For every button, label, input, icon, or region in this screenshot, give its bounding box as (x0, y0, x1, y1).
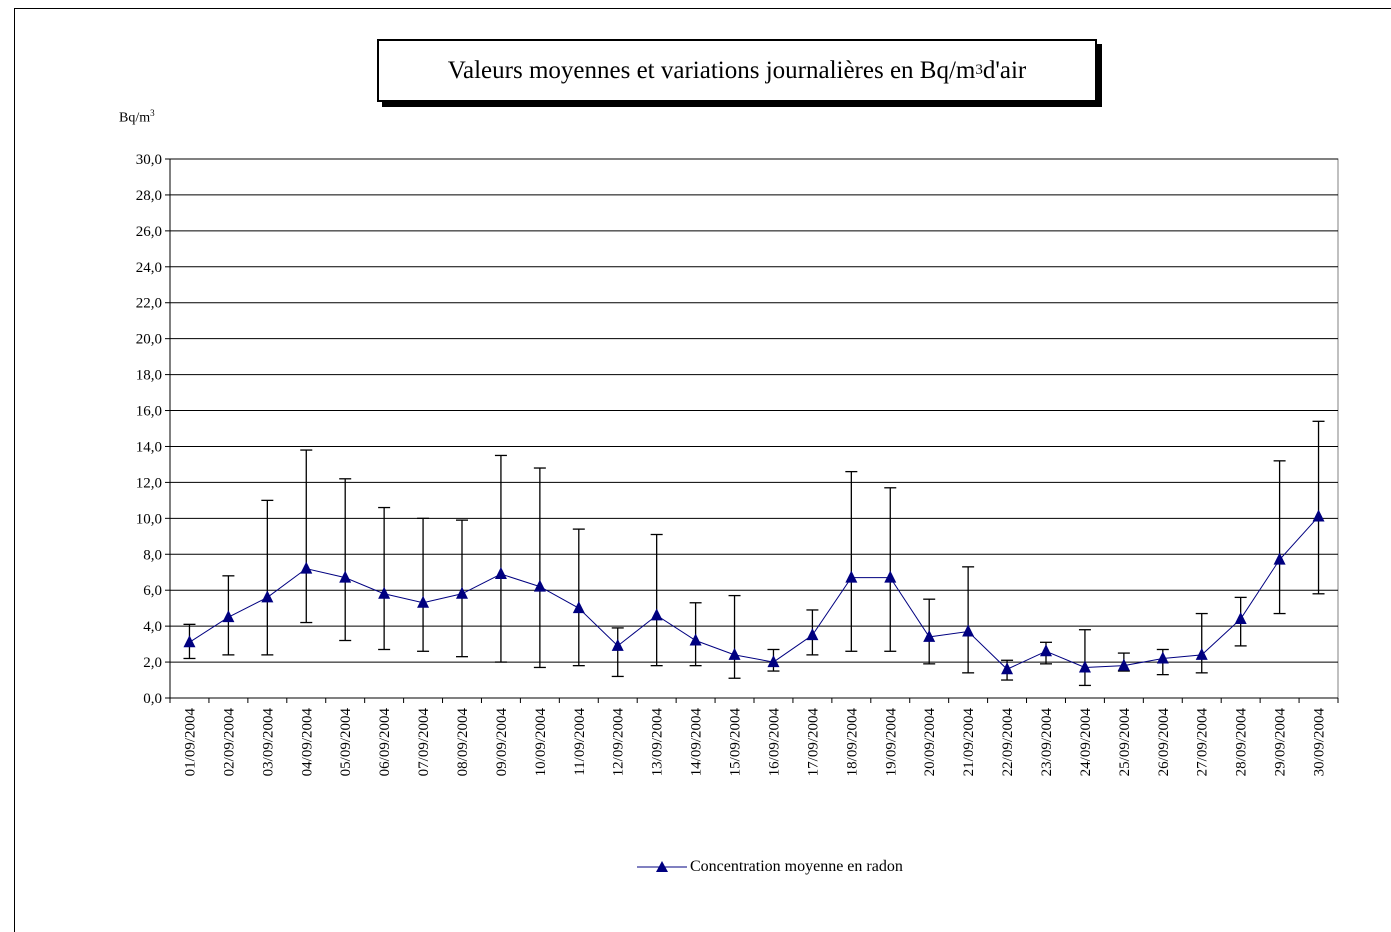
x-tick-label: 03/09/2004 (260, 708, 276, 777)
legend-label: Concentration moyenne en radon (690, 858, 903, 875)
data-point (1195, 647, 1208, 660)
data-point (222, 610, 235, 623)
data-point (1117, 658, 1130, 671)
x-tick-label: 25/09/2004 (1117, 708, 1133, 777)
chart-title-prefix: Valeurs moyennes et variations journaliè… (447, 56, 976, 84)
y-axis-label-base: Bq/m (119, 110, 151, 126)
data-point (572, 601, 585, 614)
chart-title: Valeurs moyennes et variations journaliè… (377, 39, 1097, 102)
data-point (378, 586, 391, 599)
data-point (611, 638, 624, 651)
data-point (494, 567, 507, 580)
x-tick-label: 04/09/2004 (299, 708, 315, 777)
data-point (300, 561, 313, 574)
x-tick-label: 19/09/2004 (883, 708, 899, 777)
x-tick-label: 30/09/2004 (1312, 708, 1328, 777)
x-tick-label: 08/09/2004 (455, 708, 471, 777)
data-point (1312, 509, 1325, 522)
data-point (1040, 644, 1052, 657)
series-line (189, 516, 1319, 670)
y-tick-label: 12,0 (136, 475, 162, 491)
x-tick-label: 20/09/2004 (922, 708, 938, 777)
y-tick-label: 24,0 (136, 260, 162, 276)
data-point (183, 635, 196, 648)
x-tick-label: 02/09/2004 (221, 708, 237, 777)
y-tick-label: 8,0 (143, 547, 162, 563)
data-point (884, 570, 897, 583)
chart-title-suffix: d'air (982, 56, 1027, 84)
y-tick-label: 16,0 (136, 404, 162, 420)
x-tick-label: 22/09/2004 (1000, 708, 1016, 777)
data-point (767, 655, 780, 668)
data-point (417, 595, 430, 608)
x-tick-label: 13/09/2004 (650, 708, 666, 777)
y-tick-label: 2,0 (143, 655, 162, 671)
data-point (923, 629, 936, 642)
data-point (845, 570, 858, 583)
y-axis-label: Bq/m3 (119, 108, 155, 127)
y-tick-label: 4,0 (143, 619, 162, 635)
x-tick-label: 07/09/2004 (416, 708, 432, 777)
x-tick-label: 14/09/2004 (689, 708, 705, 777)
y-tick-label: 18,0 (136, 368, 162, 384)
x-tick-label: 05/09/2004 (338, 708, 354, 777)
data-point (1001, 662, 1014, 675)
x-tick-label: 09/09/2004 (494, 708, 510, 777)
legend: Concentration moyenne en radon (637, 858, 903, 876)
data-point (261, 590, 274, 603)
x-tick-label: 12/09/2004 (611, 708, 627, 777)
x-tick-label: 21/09/2004 (961, 708, 977, 777)
y-tick-label: 28,0 (136, 188, 162, 204)
x-tick-label: 01/09/2004 (182, 708, 198, 777)
x-tick-label: 15/09/2004 (728, 708, 744, 777)
chart-frame (14, 8, 1391, 932)
data-point (1156, 651, 1169, 664)
data-point (456, 586, 468, 599)
y-tick-label: 6,0 (143, 583, 162, 599)
data-point (962, 624, 975, 637)
data-point (1234, 611, 1247, 624)
x-tick-label: 28/09/2004 (1234, 708, 1250, 777)
y-tick-label: 26,0 (136, 224, 162, 240)
x-tick-label: 18/09/2004 (844, 708, 860, 777)
x-tick-label: 23/09/2004 (1039, 708, 1055, 777)
y-tick-label: 10,0 (136, 511, 162, 527)
x-tick-label: 10/09/2004 (533, 708, 549, 777)
y-tick-label: 22,0 (136, 296, 162, 312)
data-point (1273, 552, 1286, 565)
chart-title-box: Valeurs moyennes et variations journaliè… (377, 39, 1102, 107)
y-axis-label-sup: 3 (150, 108, 155, 118)
data-point (728, 647, 741, 660)
x-tick-label: 29/09/2004 (1273, 708, 1289, 777)
x-tick-label: 26/09/2004 (1156, 708, 1172, 777)
y-tick-label: 20,0 (136, 332, 162, 348)
x-tick-label: 06/09/2004 (377, 708, 393, 777)
legend-marker-icon (637, 861, 687, 872)
x-tick-label: 27/09/2004 (1195, 708, 1211, 777)
x-tick-label: 16/09/2004 (766, 708, 782, 777)
x-tick-label: 11/09/2004 (572, 708, 588, 776)
x-tick-label: 17/09/2004 (805, 708, 821, 777)
y-tick-label: 30,0 (136, 152, 162, 168)
data-point (339, 570, 352, 583)
data-point (689, 633, 702, 646)
x-tick-label: 24/09/2004 (1078, 708, 1094, 777)
data-point (650, 608, 663, 621)
data-point (1078, 660, 1091, 673)
chart-title-sup: 3 (975, 62, 983, 78)
y-tick-label: 14,0 (136, 439, 162, 455)
y-tick-label: 0,0 (143, 691, 162, 707)
data-point (806, 628, 819, 641)
data-point (533, 579, 546, 592)
